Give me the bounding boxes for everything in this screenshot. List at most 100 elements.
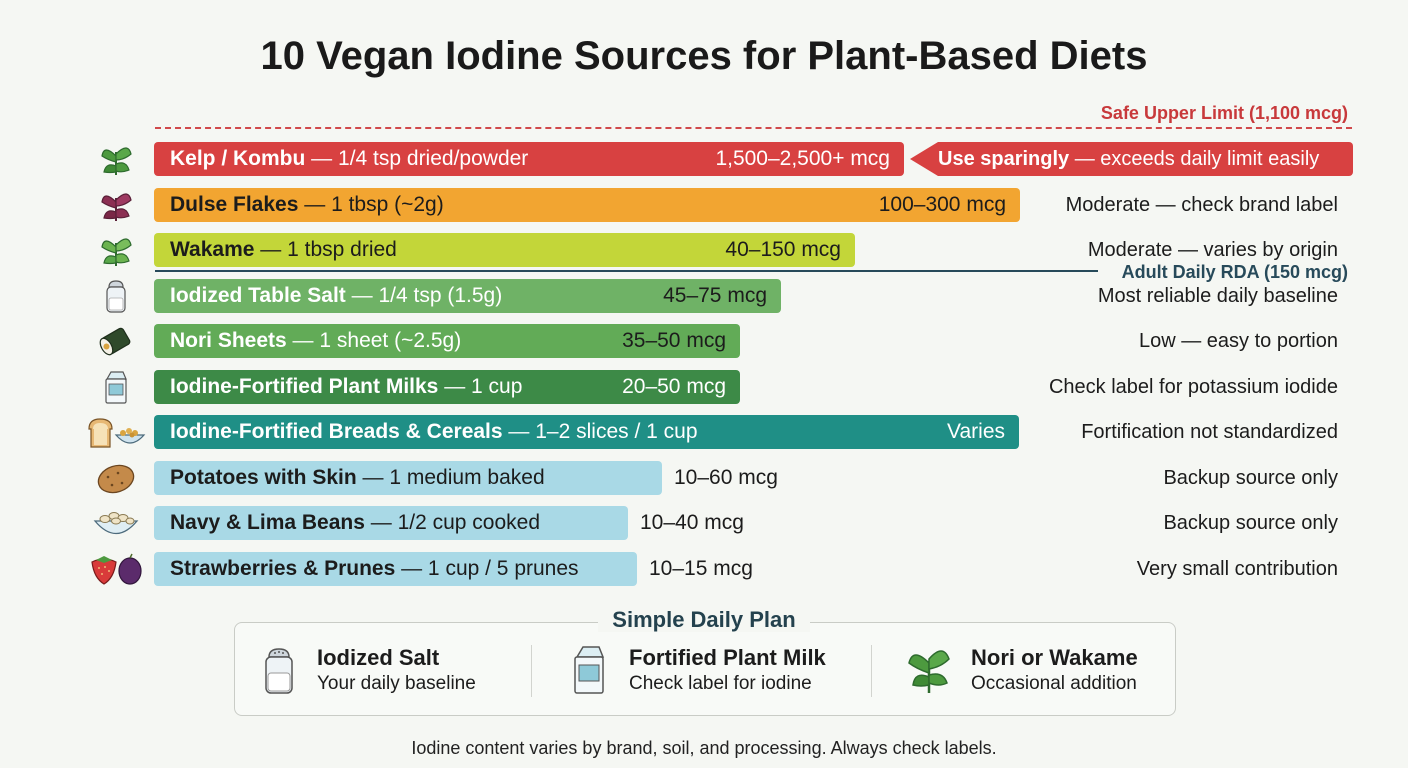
plan-item-head: Nori or Wakame — [971, 645, 1138, 670]
wakame-icon — [86, 232, 146, 268]
milk-carton-icon — [574, 646, 605, 694]
bar-label-serving: — 1/4 tsp dried/powder — [305, 147, 529, 170]
table-row: Iodized Table Salt — 1/4 tsp (1.5g) 45–75… — [0, 278, 1408, 314]
footer-note: Iodine content varies by brand, soil, an… — [411, 738, 997, 758]
bar-label-serving: — 1–2 slices / 1 cup — [502, 420, 698, 443]
row-note: Backup source only — [1163, 466, 1338, 489]
salt-shaker-icon — [86, 278, 146, 314]
bar-label: Iodized Table Salt — 1/4 tsp (1.5g) — [170, 278, 502, 314]
bar-label: Wakame — 1 tbsp dried — [170, 232, 397, 268]
bar — [154, 142, 904, 176]
potato-icon — [86, 460, 146, 496]
row-note: Low — easy to portion — [1139, 330, 1338, 352]
bar — [154, 460, 662, 495]
data-label: 35–50 mcg — [622, 329, 726, 352]
row-note: Check label for potassium iodide — [1048, 375, 1338, 398]
row-note: Backup source only — [1163, 512, 1338, 534]
bar-label-name: Potatoes with Skin — [170, 465, 357, 489]
bread-cereal-icon — [86, 414, 146, 450]
bar — [154, 415, 1019, 449]
bar-label-name: Iodine-Fortified Breads & Cereals — [170, 420, 503, 443]
bar-label-serving: — 1/4 tsp (1.5g) — [345, 283, 503, 307]
bar-label: Strawberries & Prunes — 1 cup / 5 prunes — [170, 551, 579, 587]
bar — [154, 233, 855, 267]
warning-callout: Use sparingly — exceeds daily limit easi… — [910, 142, 1353, 176]
bar-label-name: Nori Sheets — [170, 329, 287, 352]
data-label: 20–50 mcg — [622, 374, 726, 398]
data-label: 40–150 mcg — [725, 238, 841, 261]
plan-item-head: Iodized Salt — [317, 645, 440, 670]
data-label: Varies — [947, 420, 1005, 443]
upper-limit-line — [155, 127, 1352, 129]
bar-label-serving: — 1 sheet (~2.5g) — [286, 329, 462, 352]
bar-label: Iodine-Fortified Breads & Cereals — 1–2 … — [170, 414, 698, 450]
bar-label-name: Strawberries & Prunes — [170, 556, 396, 580]
table-row: Nori Sheets — 1 sheet (~2.5g) 35–50 mcg Lo… — [0, 323, 1408, 359]
row-note: Most reliable daily baseline — [1097, 284, 1338, 307]
bar-label-serving: — 1 cup / 5 prunes — [395, 556, 579, 580]
bar-label-serving: — 1/2 cup cooked — [364, 511, 541, 534]
table-row: Iodine-Fortified Breads & Cereals — 1–2 … — [0, 414, 1408, 450]
bar-label-name: Iodized Table Salt — [170, 283, 346, 307]
bar-label-name: Kelp / Kombu — [170, 147, 306, 170]
bar — [154, 369, 740, 404]
upper-limit-label: Safe Upper Limit (1,100 mcg) — [1100, 103, 1348, 123]
bar — [154, 187, 1020, 222]
bar-label: Navy & Lima Beans — 1/2 cup cooked — [170, 505, 540, 541]
data-label: 45–75 mcg — [663, 283, 767, 307]
table-row: Dulse Flakes — 1 tbsp (~2g) 100–300 mcg Mo… — [0, 187, 1408, 223]
data-label: 10–15 mcg — [649, 556, 753, 580]
bar-label-serving: — 1 tbsp dried — [254, 238, 397, 261]
bar-label-name: Navy & Lima Beans — [170, 511, 365, 534]
plan-item-head: Fortified Plant Milk — [629, 645, 826, 670]
bar-label-serving: — 1 cup — [438, 374, 523, 398]
bar — [154, 278, 781, 313]
bar — [154, 324, 740, 358]
bar — [154, 551, 637, 586]
table-row: Navy & Lima Beans — 1/2 cup cooked 10–40 … — [0, 505, 1408, 541]
milk-carton-icon — [86, 369, 146, 405]
strawberry-prune-icon — [86, 551, 146, 587]
nori-roll-icon — [86, 323, 146, 359]
bean-bowl-icon — [86, 505, 146, 541]
table-row: Potatoes with Skin — 1 medium baked 10–60… — [0, 460, 1408, 496]
plan-item-sub: Your daily baseline — [317, 673, 476, 694]
row-note: Very small contribution — [1136, 557, 1338, 580]
bar-label-serving: — 1 medium baked — [356, 465, 545, 489]
chart-title: 10 Vegan Iodine Sources for Plant-Based … — [260, 34, 1148, 78]
bar-label-name: Wakame — [170, 238, 255, 261]
rda-line — [155, 270, 1098, 272]
dulse-icon — [86, 187, 146, 223]
bar-label: Dulse Flakes — 1 tbsp (~2g) — [170, 187, 444, 223]
bar — [154, 506, 628, 540]
plan-item-sub: Check label for iodine — [629, 673, 812, 694]
rda-label: Adult Daily RDA (150 mcg) — [1121, 262, 1348, 282]
data-label: 1,500–2,500+ mcg — [715, 147, 890, 170]
row-note: Fortification not standardized — [1081, 421, 1338, 443]
table-row: Iodine-Fortified Plant Milks — 1 cup 20–5… — [0, 369, 1408, 405]
table-row: Kelp / Kombu — 1/4 tsp dried/powder 1,500… — [0, 141, 1408, 177]
daily-plan-box: Iodized Salt Your daily baseline Fortifi… — [234, 622, 1176, 716]
bar-label: Iodine-Fortified Plant Milks — 1 cup — [170, 369, 522, 405]
plan-title: Simple Daily Plan — [0, 607, 1408, 633]
kelp-icon — [86, 141, 146, 177]
plan-title-text: Simple Daily Plan — [598, 607, 810, 632]
plan-item-sub: Occasional addition — [971, 673, 1137, 694]
bar-label-name: Dulse Flakes — [170, 192, 299, 216]
table-row: Strawberries & Prunes — 1 cup / 5 prunes… — [0, 551, 1408, 587]
bar-label: Nori Sheets — 1 sheet (~2.5g) — [170, 323, 461, 359]
row-note: Moderate — check brand label — [1065, 193, 1338, 216]
bar-label-serving: — 1 tbsp (~2g) — [298, 192, 444, 216]
bar-label-name: Iodine-Fortified Plant Milks — [170, 374, 439, 398]
data-label: 10–40 mcg — [640, 511, 744, 534]
plan-divider — [531, 645, 532, 697]
data-label: 10–60 mcg — [674, 465, 778, 489]
bar-label: Potatoes with Skin — 1 medium baked — [170, 460, 545, 496]
row-note: Moderate — varies by origin — [1087, 239, 1338, 261]
seaweed-icon — [908, 650, 950, 693]
table-row: Wakame — 1 tbsp dried 40–150 mcg Moderate … — [0, 232, 1408, 268]
bar-label: Kelp / Kombu — 1/4 tsp dried/powder — [170, 141, 528, 177]
plan-divider — [871, 645, 872, 697]
salt-shaker-icon — [265, 648, 293, 694]
warning-text: — exceeds daily limit easily — [1069, 148, 1320, 170]
